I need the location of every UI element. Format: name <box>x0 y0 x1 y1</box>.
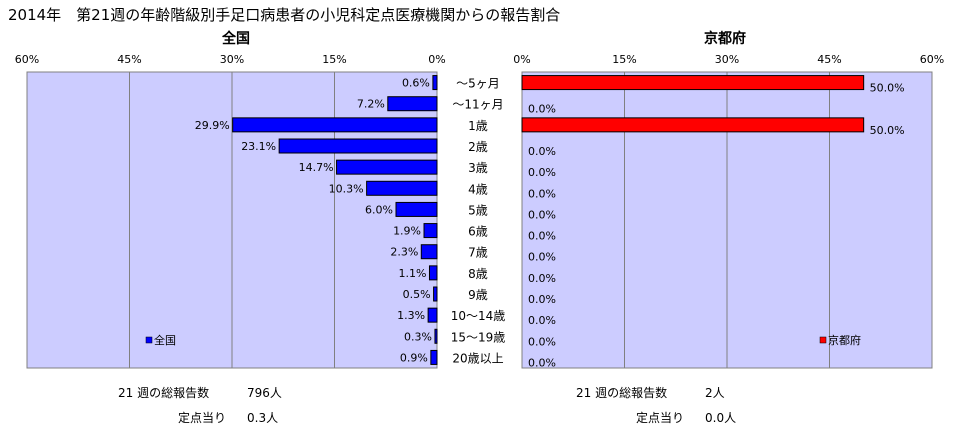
national-data-label: 6.0% <box>365 203 393 216</box>
national-bar <box>278 138 438 154</box>
national-data-label: 2.3% <box>390 246 418 259</box>
kyoto-chart-title: 京都府 <box>704 31 746 47</box>
kyoto-data-label: 0.0% <box>528 145 556 158</box>
national-data-label: 0.6% <box>402 77 430 90</box>
national-data-label: 10.3% <box>329 182 364 195</box>
kyoto-bar <box>521 75 865 91</box>
national-chart-title: 全国 <box>222 31 250 47</box>
category-label: 3歳 <box>468 161 488 175</box>
category-label: 9歳 <box>468 288 488 302</box>
category-label: ～11ヶ月 <box>452 98 503 112</box>
kyoto-data-label: 0.0% <box>528 335 556 348</box>
category-label: 10～14歳 <box>451 309 506 323</box>
national-legend-swatch <box>145 336 153 344</box>
kyoto-legend-swatch <box>819 336 827 344</box>
national-data-label: 1.3% <box>397 309 425 322</box>
kyoto-tick-label: 0% <box>513 53 530 66</box>
category-label: 5歳 <box>468 203 488 217</box>
kyoto-data-label: 0.0% <box>528 314 556 327</box>
category-label: 7歳 <box>468 246 488 260</box>
national-tick-label: 45% <box>117 53 141 66</box>
national-bar <box>428 265 438 281</box>
national-data-label: 29.9% <box>195 119 230 132</box>
national-total-label: 21 週の総報告数 <box>118 386 210 400</box>
kyoto-data-label: 0.0% <box>528 166 556 179</box>
kyoto-data-label: 50.0% <box>870 82 905 95</box>
national-bar <box>432 75 438 91</box>
kyoto-tick-label: 15% <box>612 53 636 66</box>
national-total-value: 796人 <box>247 386 282 400</box>
category-label: 6歳 <box>468 225 488 239</box>
national-tick-label: 30% <box>220 53 244 66</box>
national-bar <box>387 96 438 112</box>
category-label: 8歳 <box>468 267 488 281</box>
national-data-label: 1.9% <box>393 225 421 238</box>
national-bar <box>430 349 438 365</box>
kyoto-tick-label: 30% <box>715 53 739 66</box>
national-bar <box>434 328 438 344</box>
kyoto-legend-label: 京都府 <box>828 333 861 347</box>
page-title: 2014年 第21週の年齢階級別手足口病患者の小児科定点医療機関からの報告割合 <box>8 6 561 24</box>
kyoto-data-label: 50.0% <box>870 124 905 137</box>
category-label: 20歳以上 <box>452 351 503 365</box>
kyoto-data-label: 0.0% <box>528 272 556 285</box>
national-tick-label: 60% <box>15 53 39 66</box>
kyoto-total-label: 21 週の総報告数 <box>576 386 668 400</box>
national-data-label: 0.5% <box>403 288 431 301</box>
kyoto-data-label: 0.0% <box>528 208 556 221</box>
kyoto-bar <box>521 117 865 133</box>
kyoto-per-label: 定点当り <box>635 411 684 425</box>
national-per-value: 0.3人 <box>247 411 279 425</box>
national-data-label: 14.7% <box>299 161 334 174</box>
national-bar <box>395 201 438 217</box>
national-bar <box>232 117 438 133</box>
category-label: ～5ヶ月 <box>456 77 500 91</box>
category-label: 1歳 <box>468 119 488 133</box>
category-label: 4歳 <box>468 182 488 196</box>
kyoto-per-value: 0.0人 <box>705 411 737 425</box>
kyoto-data-label: 0.0% <box>528 230 556 243</box>
kyoto-data-label: 0.0% <box>528 293 556 306</box>
category-label: 15～19歳 <box>451 330 506 344</box>
national-per-label: 定点当り <box>177 411 226 425</box>
national-data-label: 0.3% <box>404 330 432 343</box>
kyoto-total-value: 2人 <box>705 386 725 400</box>
kyoto-data-label: 0.0% <box>528 103 556 116</box>
national-data-label: 7.2% <box>357 98 385 111</box>
national-bar <box>336 159 438 175</box>
national-data-label: 0.9% <box>400 351 428 364</box>
national-bar <box>420 244 438 260</box>
national-data-label: 1.1% <box>399 267 427 280</box>
kyoto-tick-label: 60% <box>920 53 944 66</box>
national-tick-label: 15% <box>322 53 346 66</box>
national-data-label: 23.1% <box>241 140 276 153</box>
category-label: 2歳 <box>468 140 488 154</box>
national-legend-label: 全国 <box>154 333 176 347</box>
kyoto-data-label: 0.0% <box>528 187 556 200</box>
national-bar <box>366 180 438 196</box>
kyoto-data-label: 0.0% <box>528 251 556 264</box>
national-bar <box>427 307 438 323</box>
kyoto-data-label: 0.0% <box>528 356 556 369</box>
kyoto-tick-label: 45% <box>817 53 841 66</box>
national-bar <box>423 223 438 239</box>
national-tick-label: 0% <box>428 53 445 66</box>
national-bar <box>433 286 438 302</box>
